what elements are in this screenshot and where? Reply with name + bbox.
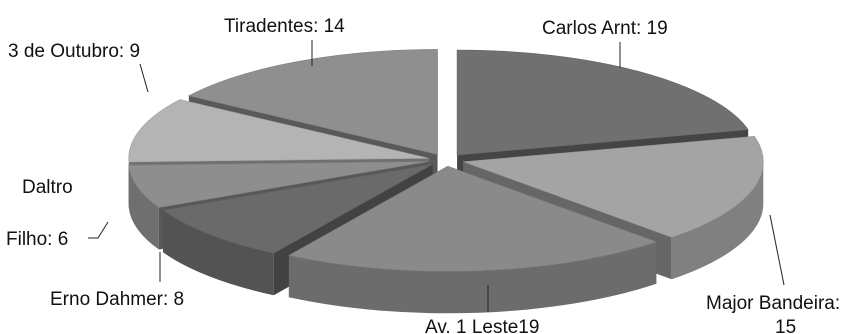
slice-label-tiradentes: Tiradentes: 14 <box>224 16 345 37</box>
slice-label-erno-dahmer: Erno Dahmer: 8 <box>50 289 184 310</box>
slice-tiradentes <box>187 49 438 155</box>
slice-label-daltro-filho: Daltro <box>22 177 73 198</box>
slice-3-de-outubro <box>128 99 429 163</box>
slice-daltro-filho <box>128 161 429 208</box>
slice-erno-dahmer <box>162 163 433 254</box>
leader-line-3-de-outubro <box>139 63 149 93</box>
slice-label-major-bandeira: Major Bandeira: <box>706 293 840 314</box>
slice-rim-daltro-filho <box>128 165 159 250</box>
pie-top-layer <box>128 49 764 272</box>
slice-label-3-de-outubro: 3 de Outubro: 9 <box>8 41 140 62</box>
slice-rim-av-1-leste <box>288 241 657 314</box>
slice-label-av-1-leste: Av. 1 Leste19 <box>425 317 539 334</box>
slice-carlos-arnt <box>456 49 749 156</box>
leader-line-daltro-filho <box>88 221 109 239</box>
slice-av-1-leste <box>288 165 658 272</box>
slice-label-daltro-filho-line2: Filho: 6 <box>6 229 68 250</box>
leader-line-major-bandeira <box>769 214 785 286</box>
slice-major-bandeira <box>463 136 764 238</box>
slice-label-major-bandeira-line2: 15 <box>775 317 796 334</box>
slice-rim-major-bandeira <box>671 161 764 280</box>
slice-rim-erno-dahmer <box>162 210 274 296</box>
slice-label-carlos-arnt: Carlos Arnt: 19 <box>542 18 668 39</box>
